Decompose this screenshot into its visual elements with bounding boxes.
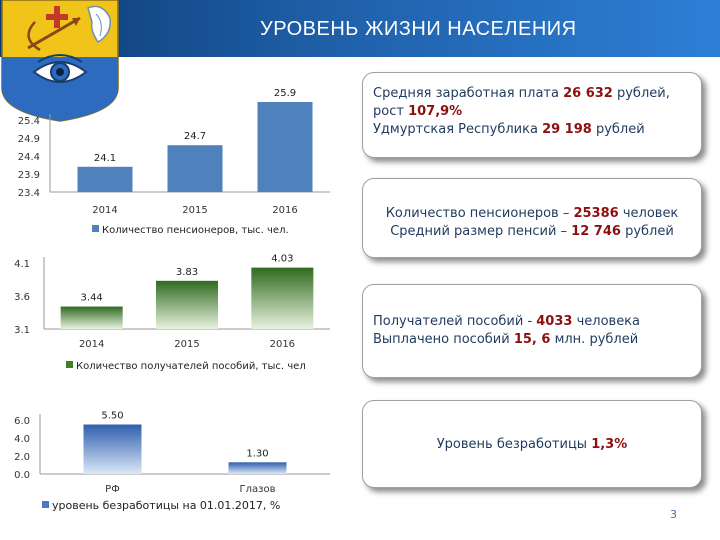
data-label: 25.9 <box>274 88 296 99</box>
bar <box>257 102 313 192</box>
x-tick-label: 2014 <box>92 205 117 216</box>
y-tick-label: 2.0 <box>14 452 30 463</box>
benefits-info-box: Получателей пособий - 4033 человека Выпл… <box>362 284 702 378</box>
bar <box>228 462 287 474</box>
unemployment-line: Уровень безработицы 1,3% <box>436 437 628 452</box>
data-label: 1.30 <box>246 448 268 459</box>
bar <box>167 145 223 192</box>
x-tick-label: 2015 <box>174 339 199 350</box>
unemployment-bar-chart: 6.0 4.0 2.0 0.0 5.50 РФ 1.30 Глазов уровень безр… <box>14 411 330 512</box>
page-number: 3 <box>670 508 677 521</box>
legend-swatch <box>66 361 73 368</box>
y-tick-label: 3.1 <box>14 325 30 336</box>
data-label: 5.50 <box>101 411 123 422</box>
y-tick-label: 0.0 <box>14 470 30 481</box>
city-coat-of-arms-icon <box>1 0 119 122</box>
benefit-recipients-bar-chart: 4.1 3.6 3.1 3.44 2014 3.83 2015 4.03 2016 Количес… <box>14 254 330 372</box>
republic-salary-line: Удмуртская Республика 29 198 рублей <box>373 122 645 137</box>
bar <box>83 424 142 474</box>
salary-growth-line: рост 107,9% <box>373 104 463 119</box>
pensioners-info-box: Количество пенсионеров – 25386 человек С… <box>362 178 702 258</box>
data-label: 3.44 <box>81 293 103 304</box>
legend-swatch <box>92 225 99 232</box>
salary-line: Средняя заработная плата 26 632 рублей, <box>373 86 670 101</box>
x-tick-label: 2015 <box>182 205 207 216</box>
title-bar: УРОВЕНЬ ЖИЗНИ НАСЕЛЕНИЯ <box>0 0 720 57</box>
bar <box>77 166 133 192</box>
legend-label: Количество пенсионеров, тыс. чел. <box>102 225 289 236</box>
y-tick-label: 4.1 <box>14 259 30 270</box>
legend-label: Количество получателей пособий, тыс. чел <box>76 361 306 372</box>
x-tick-label: РФ <box>105 484 120 495</box>
y-tick-label: 24.9 <box>18 134 40 145</box>
bar <box>60 306 123 329</box>
benefits-paid-line: Выплачено пособий 15, 6 млн. рублей <box>373 332 639 347</box>
y-tick-label: 25.4 <box>18 116 40 127</box>
bar <box>156 280 218 329</box>
y-tick-label: 23.4 <box>18 188 40 199</box>
y-tick-label: 6.0 <box>14 416 30 427</box>
y-tick-label: 4.0 <box>14 434 30 445</box>
data-label: 3.83 <box>176 267 198 278</box>
y-tick-label: 3.6 <box>14 292 30 303</box>
y-tick-label: 24.4 <box>18 152 40 163</box>
y-tick-label: 23.9 <box>18 170 40 181</box>
x-tick-label: 2014 <box>79 339 104 350</box>
salary-info-box: Средняя заработная плата 26 632 рублей, … <box>362 72 702 158</box>
page-title: УРОВЕНЬ ЖИЗНИ НАСЕЛЕНИЯ <box>260 18 577 40</box>
data-label: 4.03 <box>271 254 293 265</box>
data-label: 24.1 <box>94 153 116 164</box>
legend-label: уровень безработицы на 01.01.2017, % <box>52 499 280 512</box>
x-tick-label: Глазов <box>240 484 276 495</box>
legend-swatch <box>42 501 49 508</box>
x-tick-label: 2016 <box>272 205 297 216</box>
pensioners-count-line: Количество пенсионеров – 25386 человек <box>385 206 679 221</box>
bar <box>251 267 314 329</box>
data-label: 24.7 <box>184 131 206 142</box>
pensioners-bar-chart: 25.4 24.9 24.4 23.9 23.4 24.1 2014 24.7 2015 25.9… <box>18 88 330 236</box>
benefit-recipients-line: Получателей пособий - 4033 человека <box>373 314 641 329</box>
unemployment-info-box: Уровень безработицы 1,3% <box>362 400 702 488</box>
x-tick-label: 2016 <box>270 339 295 350</box>
average-pension-line: Средний размер пенсий – 12 746 рублей <box>390 224 674 239</box>
